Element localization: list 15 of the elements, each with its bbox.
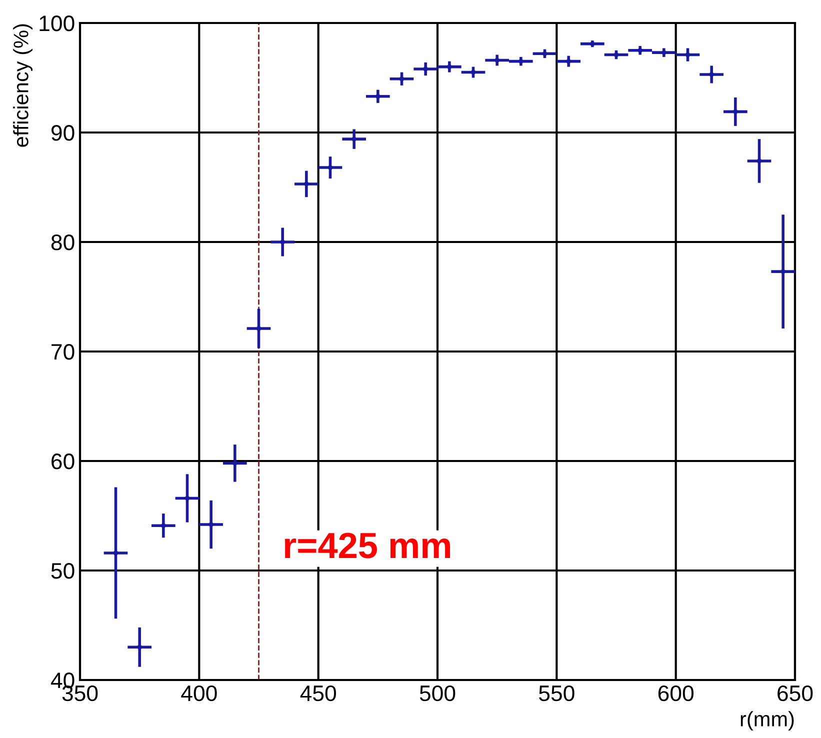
- ref-line-label: r=425 mm: [284, 532, 450, 558]
- x-tick-label: 650: [778, 685, 813, 702]
- x-tick-label: 500: [420, 685, 456, 702]
- y-tick-label: 100: [40, 16, 74, 32]
- y-tick-label: 90: [51, 125, 74, 141]
- y-tick-label: 70: [52, 344, 74, 360]
- y-axis-title: efficiency (%): [13, 24, 33, 147]
- x-tick-label: 400: [181, 685, 217, 702]
- x-tick-label: 550: [539, 685, 574, 702]
- x-tick-label: 450: [300, 685, 336, 702]
- y-tick-label: 80: [51, 234, 74, 250]
- y-tick-label: 60: [52, 454, 74, 470]
- x-axis-title: r(mm): [740, 711, 794, 731]
- x-tick-label: 600: [658, 685, 694, 702]
- y-tick-label: 50: [51, 563, 74, 579]
